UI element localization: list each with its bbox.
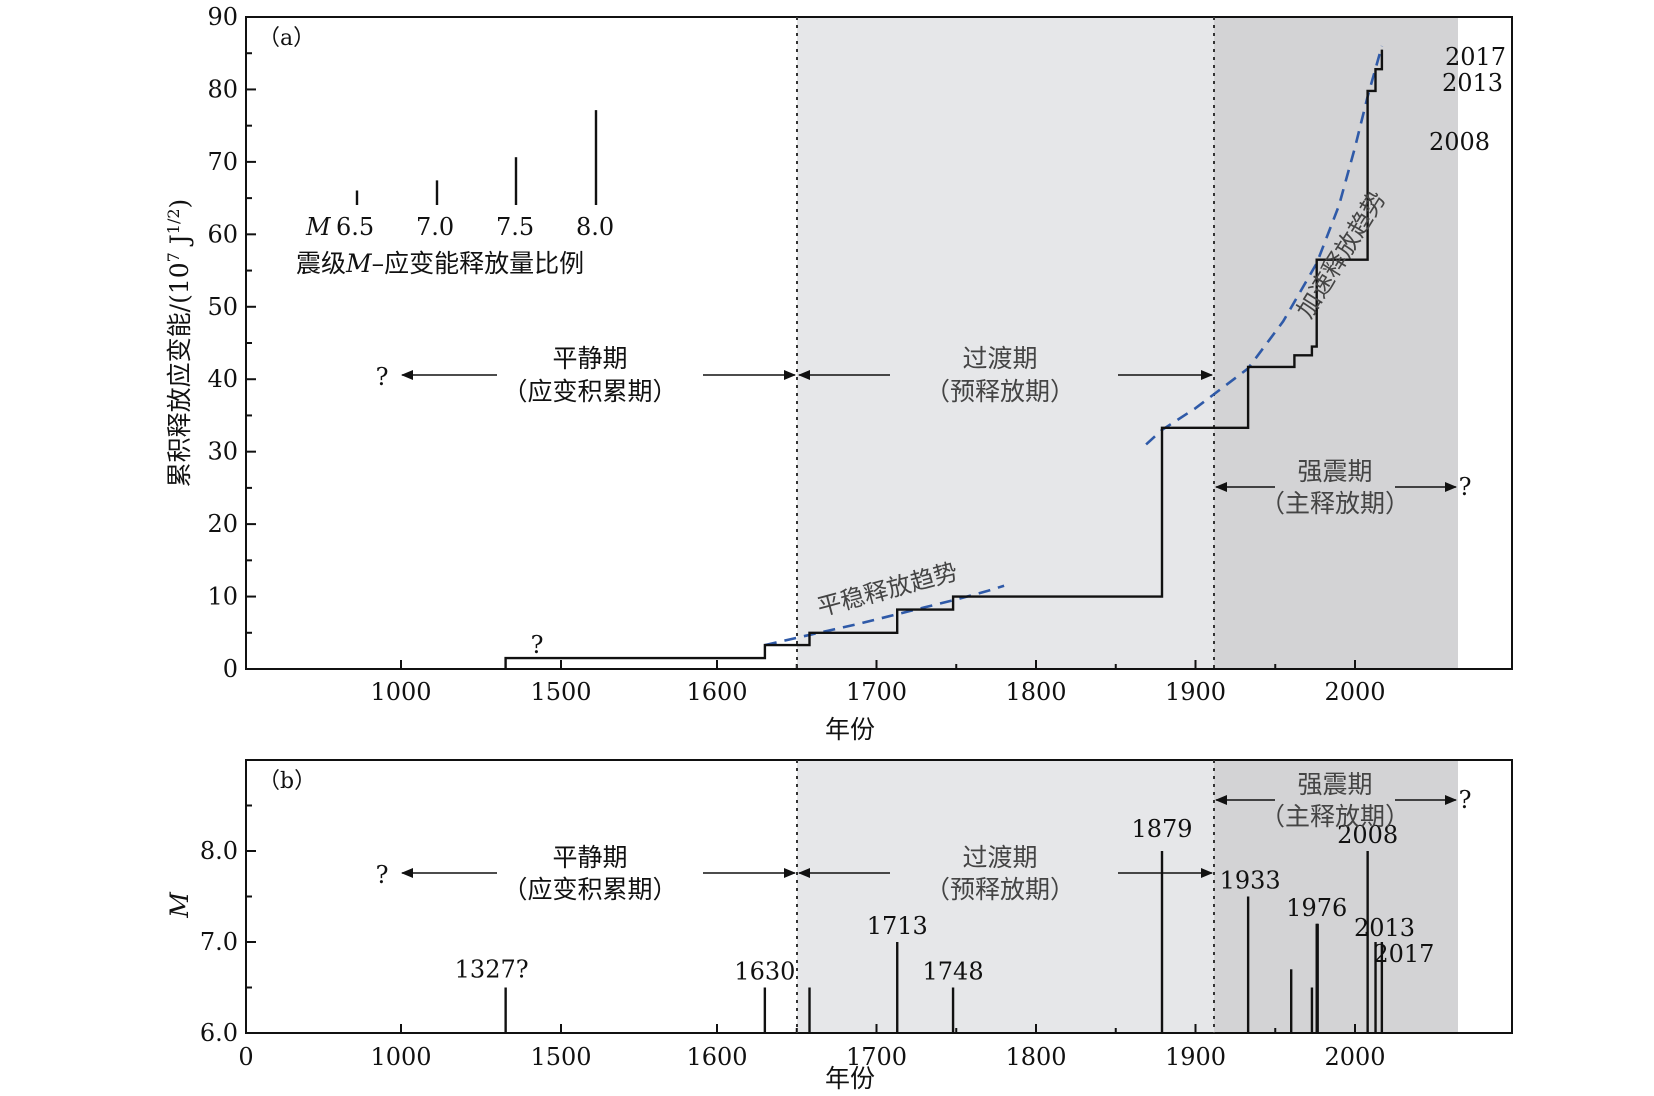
y-tick-label: 60 — [207, 220, 238, 248]
x-tick-label: 1000 — [370, 678, 431, 706]
x-tick-label: 1600 — [686, 678, 747, 706]
y-tick-label: 6.0 — [200, 1019, 238, 1047]
question-mark-start-b: ? — [376, 861, 389, 889]
earthquake-year-label: 1879 — [1131, 815, 1192, 843]
earthquake-year-label: 1713 — [867, 912, 928, 940]
y-tick-label: 20 — [207, 510, 238, 538]
y-tick-label: 0 — [223, 655, 238, 683]
transition-shading-b — [797, 760, 1214, 1033]
x-tick-label: 1600 — [686, 1043, 747, 1071]
panel-b-x-axis: 0 1000 1500 1600 1700 1800 1900 2000 — [238, 1024, 1386, 1071]
trend-lines — [764, 45, 1384, 647]
transition-period-title: 过渡期 — [962, 344, 1037, 373]
x-tick-label: 1900 — [1165, 1043, 1226, 1071]
panel-a-label: （a） — [258, 26, 315, 51]
x-tick-label: 0 — [238, 1043, 253, 1071]
x-tick-label: 1000 — [370, 1043, 431, 1071]
transition-period-title-b: 过渡期 — [962, 843, 1037, 872]
ylabel-unit: J — [165, 234, 194, 252]
panel-a-chart: 0 10 20 30 40 50 60 70 80 90 1000 1500 1600 1700 1800… — [164, 3, 1513, 744]
scale-caption-part2: –应变能释放量比例 — [372, 249, 585, 278]
panel-a-y-axis-title: 累积释放应变能/(107 J1/2) — [164, 199, 195, 488]
scale-label-6-5: 6.5 — [336, 213, 374, 241]
earthquake-year-label: 2013 — [1354, 914, 1415, 942]
scale-caption-part1: 震级 — [296, 249, 346, 278]
accelerating-trend-line — [1145, 45, 1384, 446]
strong-period-title-b: 强震期 — [1297, 770, 1372, 799]
panel-b-chart: 6.07.08.0 0 1000 1500 1600 1700 1800 1900 2000 … — [165, 759, 1513, 1093]
question-mark-end: ? — [1459, 473, 1472, 501]
strong-shading — [1214, 17, 1458, 669]
scale-m-symbol: M — [305, 213, 332, 241]
panel-a-x-axis: 1000 1500 1600 1700 1800 1900 2000 — [370, 660, 1386, 706]
scale-label-7-5: 7.5 — [496, 213, 534, 241]
cumulative-energy-line — [504, 49, 1384, 669]
panel-b-x-axis-title: 年份 — [825, 1064, 875, 1093]
x-tick-label: 2000 — [1324, 1043, 1385, 1071]
y-tick-label: 50 — [207, 293, 238, 321]
earthquake-year-label: 1748 — [923, 958, 984, 986]
y-tick-label: 10 — [207, 583, 238, 611]
scale-label-8-0: 8.0 — [576, 213, 614, 241]
question-mark-start: ? — [376, 363, 389, 391]
ylabel-unit-exp: 1/2 — [164, 208, 183, 234]
x-tick-label: 1500 — [530, 1043, 591, 1071]
earthquake-year-label: 2017 — [1373, 940, 1434, 968]
strong-period-subtitle-b: （主释放期） — [1260, 802, 1410, 831]
ylabel-main: 累积释放应变能/(10 — [165, 262, 194, 487]
strong-period-subtitle: （主释放期） — [1260, 489, 1410, 518]
x-tick-label: 1800 — [1005, 1043, 1066, 1071]
question-mark-1327: ? — [531, 631, 544, 659]
panel-b-y-axis-title: M — [165, 891, 194, 919]
strong-shading-b — [1214, 760, 1458, 1033]
question-mark-end-b: ? — [1459, 786, 1472, 814]
scale-caption: 震级M–应变能释放量比例 — [296, 249, 584, 278]
strong-period-title: 强震期 — [1297, 457, 1372, 486]
earthquake-year-label: 1630 — [734, 958, 795, 986]
transition-shading — [797, 17, 1214, 669]
x-tick-label: 1500 — [530, 678, 591, 706]
y-tick-label: 40 — [207, 365, 238, 393]
earthquake-year-label: 1327? — [455, 956, 529, 984]
transition-period-subtitle: （预释放期） — [925, 377, 1075, 406]
steady-trend-line — [764, 584, 1005, 647]
quiet-period-subtitle: （应变积累期） — [502, 377, 677, 406]
panel-a-x-axis-title: 年份 — [825, 715, 875, 744]
x-tick-label: 1700 — [846, 678, 907, 706]
scale-caption-m: M — [345, 249, 373, 278]
year-label-2013: 2013 — [1442, 69, 1503, 97]
panel-a-y-axis: 0 10 20 30 40 50 60 70 80 90 — [207, 3, 256, 683]
y-tick-label: 7.0 — [200, 928, 238, 956]
x-tick-label: 1900 — [1165, 678, 1226, 706]
scale-label-7-0: 7.0 — [416, 213, 454, 241]
y-tick-label: 80 — [207, 75, 238, 103]
year-label-2017: 2017 — [1445, 43, 1506, 71]
y-tick-label: 8.0 — [200, 837, 238, 865]
year-label-2008: 2008 — [1429, 128, 1490, 156]
quiet-period-title-b: 平静期 — [552, 843, 627, 872]
earthquake-year-label: 2008 — [1337, 821, 1398, 849]
quiet-period-subtitle-b: （应变积累期） — [502, 875, 677, 904]
x-tick-label: 1700 — [846, 1043, 907, 1071]
earthquake-year-label: 1976 — [1286, 894, 1347, 922]
x-tick-label: 1800 — [1005, 678, 1066, 706]
y-tick-label: 70 — [207, 148, 238, 176]
transition-period-subtitle-b: （预释放期） — [925, 875, 1075, 904]
earthquake-year-label: 1933 — [1220, 867, 1281, 895]
quiet-period-title: 平静期 — [552, 344, 627, 373]
y-tick-label: 90 — [207, 3, 238, 31]
ylabel-close: ) — [165, 199, 194, 209]
x-tick-label: 2000 — [1324, 678, 1385, 706]
panel-b-y-axis: 6.0 7.0 8.0 — [200, 804, 256, 1047]
ylabel-exp: 7 — [164, 252, 183, 262]
panel-b-label: （b） — [258, 769, 316, 794]
magnitude-scale-legend: M 6.5 7.0 7.5 8.0 震级M–应变能释放量比例 — [296, 110, 614, 278]
y-tick-label: 30 — [207, 438, 238, 466]
